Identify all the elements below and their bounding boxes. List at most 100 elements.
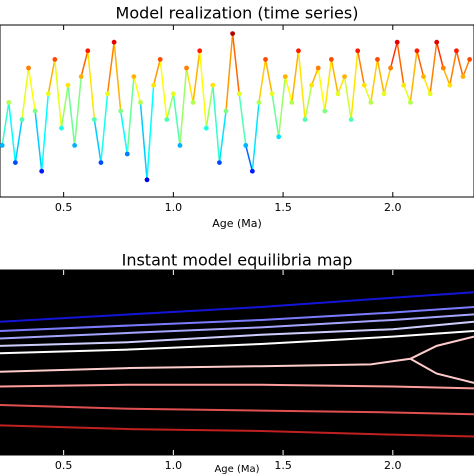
line-segment xyxy=(264,59,273,94)
line-segment xyxy=(113,42,122,112)
data-point xyxy=(210,82,216,88)
data-point xyxy=(276,134,282,140)
data-point xyxy=(45,91,51,97)
line-segment xyxy=(310,67,319,86)
data-point xyxy=(322,108,328,114)
data-point xyxy=(170,91,176,97)
line-segment xyxy=(317,67,326,112)
chart-title: Model realization (time series) xyxy=(116,4,359,23)
data-point xyxy=(249,168,255,174)
line-segment xyxy=(449,50,458,86)
data-point xyxy=(467,57,473,62)
chart-title: Instant model equilibria map xyxy=(122,251,353,270)
equilibrium-line xyxy=(0,291,474,323)
data-point xyxy=(19,117,25,122)
line-segment xyxy=(245,145,254,172)
data-point xyxy=(348,117,354,122)
data-point xyxy=(414,48,420,54)
data-point xyxy=(111,39,117,45)
equilibrium-line xyxy=(0,313,474,340)
line-segment xyxy=(376,59,385,94)
line-segment xyxy=(435,42,445,69)
line-segment xyxy=(284,76,293,103)
x-tick-label: 0.5 xyxy=(55,201,73,214)
data-point xyxy=(434,39,440,45)
data-point xyxy=(309,82,315,88)
line-segment xyxy=(429,42,438,94)
line-segment xyxy=(389,42,398,69)
line-segment xyxy=(231,33,240,94)
data-point xyxy=(190,100,196,105)
line-segment xyxy=(73,76,82,146)
data-point xyxy=(394,39,400,45)
line-segment xyxy=(205,85,214,129)
data-point xyxy=(157,57,163,62)
line-segment xyxy=(60,85,69,129)
line-segment xyxy=(212,85,221,163)
line-segment xyxy=(442,67,451,86)
line-segment xyxy=(370,59,379,103)
data-point xyxy=(243,143,249,148)
data-point xyxy=(144,177,150,183)
line-segment xyxy=(172,93,181,146)
data-point xyxy=(118,108,124,114)
data-point xyxy=(421,74,426,79)
data-point xyxy=(236,91,242,97)
x-tick-label: 1.0 xyxy=(165,459,183,472)
data-point xyxy=(78,74,84,79)
data-point xyxy=(65,82,71,88)
line-segment xyxy=(21,67,30,120)
equilibrium-line xyxy=(0,330,474,355)
data-point xyxy=(98,160,104,166)
line-segment xyxy=(139,102,148,180)
equilibrium-line xyxy=(0,383,474,390)
line-segment xyxy=(67,85,76,146)
line-segment xyxy=(258,59,267,103)
line-segment xyxy=(416,50,425,77)
data-point xyxy=(388,65,394,71)
x-tick-label: 1.0 xyxy=(165,201,183,214)
data-point xyxy=(460,74,466,79)
line-segment xyxy=(225,33,234,112)
data-point xyxy=(454,48,459,54)
data-point xyxy=(0,143,5,148)
data-point xyxy=(315,65,321,71)
data-point xyxy=(289,100,295,105)
line-segment xyxy=(106,42,115,94)
data-point xyxy=(269,91,275,97)
line-segment xyxy=(133,76,142,103)
data-point xyxy=(52,57,58,62)
data-point xyxy=(368,100,374,105)
x-tick-label: 1.5 xyxy=(274,459,292,472)
data-point xyxy=(26,65,31,71)
data-point xyxy=(447,82,453,88)
line-segment xyxy=(93,119,102,163)
x-tick-label: 2.0 xyxy=(384,201,402,214)
line-segment xyxy=(198,50,208,129)
line-segment xyxy=(47,59,56,94)
line-segment xyxy=(271,93,280,137)
data-point xyxy=(282,74,288,79)
line-segment xyxy=(238,93,247,146)
data-point xyxy=(223,108,229,114)
line-segment xyxy=(166,93,175,120)
line-segment xyxy=(14,119,23,163)
line-segment xyxy=(403,84,412,103)
data-point xyxy=(151,82,157,88)
line-segment xyxy=(277,76,287,137)
line-segment xyxy=(34,110,43,172)
data-point xyxy=(164,117,170,122)
line-segment xyxy=(192,50,201,103)
line-segment xyxy=(40,93,50,172)
data-point xyxy=(296,48,301,54)
data-point xyxy=(401,82,407,88)
data-point xyxy=(355,48,361,54)
equilibrium-line xyxy=(0,357,411,373)
line-segment xyxy=(218,110,227,163)
data-point xyxy=(124,151,130,157)
plot-area xyxy=(0,269,474,456)
data-point xyxy=(184,65,189,71)
equilibrium-line xyxy=(409,357,474,384)
line-segment xyxy=(251,102,260,172)
